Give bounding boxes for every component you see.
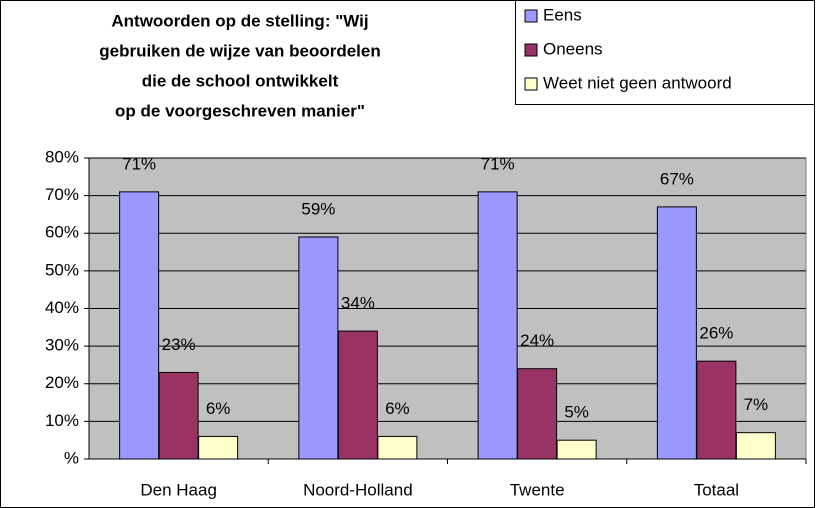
y-tick-label: 20% (45, 373, 79, 392)
x-tick-label: Noord-Holland (303, 480, 413, 499)
y-tick-label: 80% (45, 147, 79, 166)
data-label: 23% (162, 335, 196, 354)
data-label: 71% (122, 154, 156, 173)
legend-swatch (524, 43, 538, 57)
data-label: 67% (660, 169, 694, 188)
data-label: 7% (744, 395, 769, 414)
y-tick-label: 30% (45, 336, 79, 355)
x-tick-label: Totaal (694, 480, 739, 499)
data-label: 26% (699, 324, 733, 343)
bar (556, 439, 597, 460)
y-tick-label: 70% (45, 185, 79, 204)
y-tick-label: 60% (45, 223, 79, 242)
data-label: 71% (481, 154, 515, 173)
bar (119, 191, 160, 460)
title-line: op de voorgeschreven manier" (115, 101, 365, 120)
bar (656, 206, 697, 460)
data-label: 59% (301, 199, 335, 218)
data-label: 6% (385, 399, 410, 418)
title-line: die de school ontwikkelt (142, 71, 339, 90)
legend-label: Weet niet geen antwoord (543, 73, 732, 92)
data-label: 6% (206, 399, 231, 418)
data-label: 24% (520, 331, 554, 350)
legend-label: Oneens (543, 39, 603, 58)
bar (198, 435, 239, 460)
legend-swatch (524, 9, 538, 23)
bar (735, 432, 776, 460)
x-tick-label: Twente (510, 480, 565, 499)
bar (696, 360, 737, 460)
y-tick-label: 50% (45, 260, 79, 279)
y-tick-label: 10% (45, 411, 79, 430)
x-tick-label: Den Haag (140, 480, 217, 499)
bar (298, 236, 339, 460)
title-line: Antwoorden op de stelling: "Wij (111, 11, 368, 30)
chart-title: Antwoorden op de stelling: "Wij gebruiken… (99, 11, 381, 120)
bar (477, 191, 518, 460)
bar (517, 368, 558, 460)
legend-label: Eens (543, 5, 582, 24)
legend-swatch (524, 77, 538, 91)
data-label: 5% (564, 403, 589, 422)
title-line: gebruiken de wijze van beoordelen (99, 41, 381, 60)
y-tick-label: 40% (45, 298, 79, 317)
bar (337, 330, 378, 460)
bar (377, 435, 418, 460)
legend-box (515, 0, 815, 105)
bar (158, 371, 199, 460)
data-label: 34% (341, 294, 375, 313)
y-tick-label: % (64, 448, 79, 467)
